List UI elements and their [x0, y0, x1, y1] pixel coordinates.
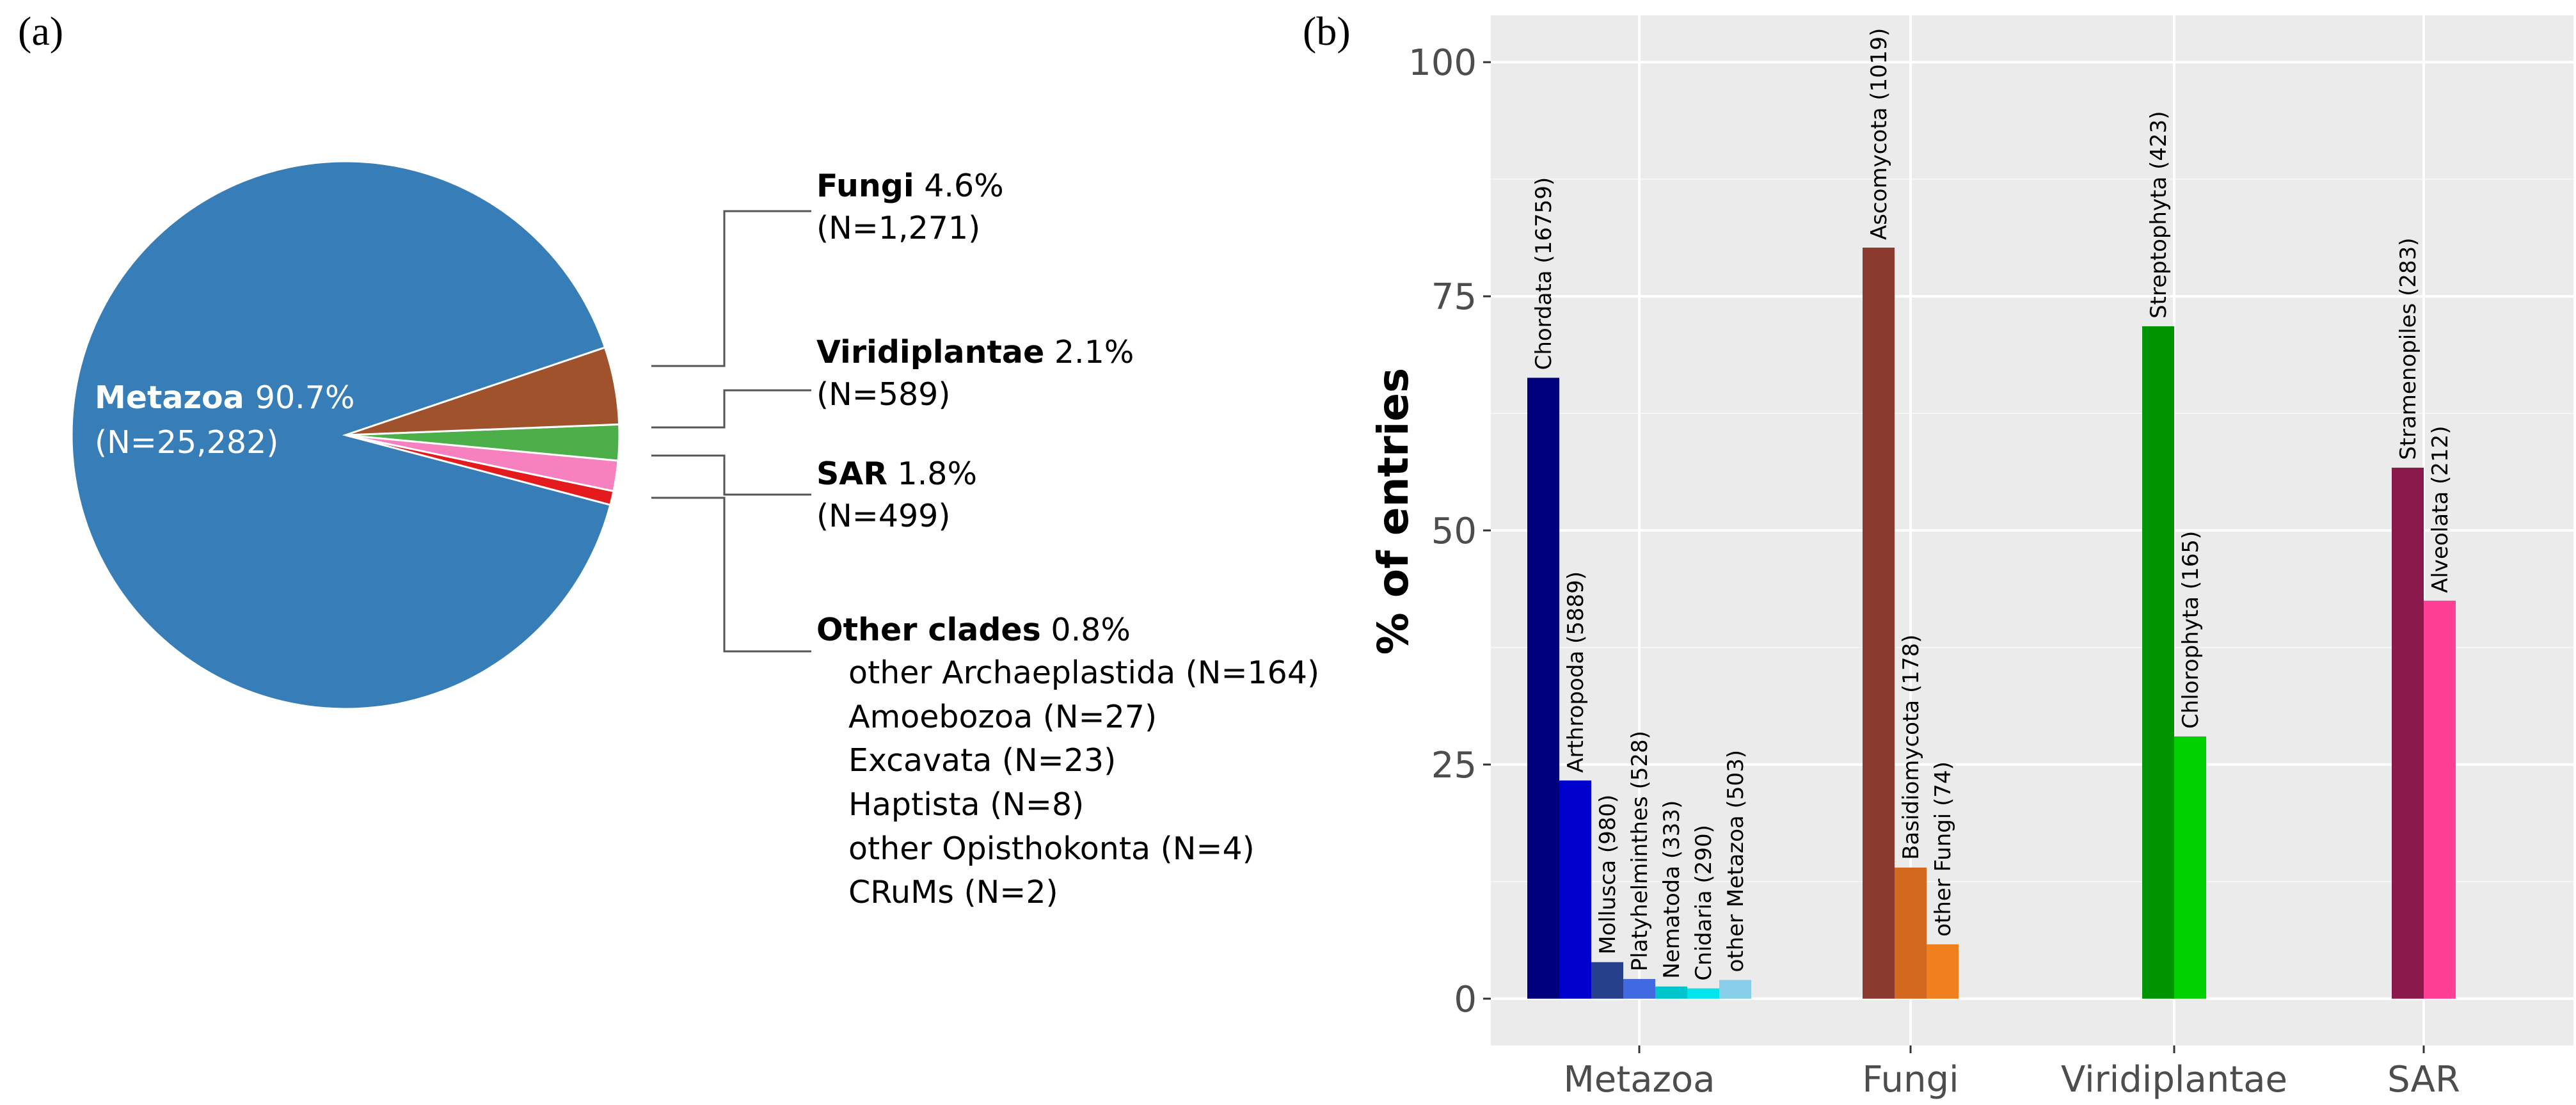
bar — [1687, 988, 1719, 999]
legend-viridiplantae-name: Viridiplantae — [816, 334, 1045, 370]
legend-sar: SAR 1.8% (N=499) — [816, 453, 977, 537]
bar-label: Chordata (16759) — [1531, 177, 1557, 370]
x-tick-label: Fungi — [1862, 1059, 1959, 1101]
legend-fungi-name: Fungi — [816, 168, 914, 204]
bar-label: Cnidaria (290) — [1691, 825, 1717, 981]
x-tick-label: Metazoa — [1563, 1059, 1715, 1101]
bar-label: Chlorophyta (165) — [2178, 531, 2204, 729]
pie-slice-metazoa — [70, 160, 612, 710]
other-clade-item: CRuMs (N=2) — [848, 874, 1058, 911]
other-clade-item: Haptista (N=8) — [848, 786, 1085, 823]
legend-fungi-pct: 4.6% — [924, 168, 1004, 204]
bar-label: Platyhelminthes (528) — [1627, 731, 1653, 971]
bar-label: Streptophyta (423) — [2146, 111, 2172, 318]
bar — [1895, 867, 1927, 999]
bar — [1863, 247, 1895, 999]
bar — [2424, 600, 2456, 999]
y-tick-label: 50 — [1431, 511, 1477, 552]
other-clade-item: other Opisthokonta (N=4) — [848, 830, 1255, 867]
bar — [2174, 736, 2206, 999]
legend-sar-n: (N=499) — [816, 498, 951, 535]
pie-label-metazoa: Metazoa 90.7% — [95, 379, 354, 416]
legend-fungi-n: (N=1,271) — [816, 210, 981, 247]
bar-label: Basidiomycota (178) — [1898, 635, 1924, 860]
legend-viridiplantae-pct: 2.1% — [1054, 334, 1134, 370]
bar — [1527, 378, 1559, 999]
legend-other-pct: 0.8% — [1051, 612, 1131, 648]
leader-line-viridiplantae — [651, 389, 811, 429]
panel-label-b: (b) — [1303, 8, 1351, 54]
bar — [2142, 326, 2174, 999]
other-clade-item: Amoebozoa (N=27) — [848, 698, 1157, 735]
bar-label: Nematoda (333) — [1659, 800, 1685, 979]
x-tick-label: SAR — [2387, 1059, 2460, 1101]
legend-sar-pct: 1.8% — [897, 456, 978, 492]
legend-fungi: Fungi 4.6% (N=1,271) — [816, 165, 1004, 250]
y-tick-label: 0 — [1454, 979, 1477, 1021]
bar-label: other Metazoa (503) — [1723, 750, 1749, 973]
legend-viridiplantae: Viridiplantae 2.1% (N=589) — [816, 331, 1134, 416]
bar — [1591, 962, 1623, 999]
leader-line-fungi — [651, 210, 811, 367]
bar — [1655, 986, 1687, 999]
pie-chart: Metazoa 90.7% (N=25,282) — [70, 160, 811, 710]
legend-viridiplantae-n: (N=589) — [816, 376, 951, 413]
other-clade-item: other Archaeplastida (N=164) — [848, 655, 1320, 692]
leader-line-sar — [651, 454, 811, 496]
bar — [1559, 780, 1591, 999]
bar-label: Stramenopiles (283) — [2396, 237, 2421, 459]
other-clade-item: Excavata (N=23) — [848, 742, 1117, 779]
y-tick-label: 25 — [1431, 745, 1477, 786]
pie-slice-fungi — [345, 346, 621, 436]
legend-other-clades: Other clades 0.8% other Archaeplastida (… — [816, 609, 1319, 915]
x-tick-label: Viridiplantae — [2061, 1059, 2287, 1101]
bar-label: Alveolata (212) — [2428, 426, 2453, 593]
bar — [1927, 944, 1959, 999]
legend-sar-name: SAR — [816, 456, 887, 492]
bar-label: other Fungi (74) — [1930, 761, 1956, 937]
bar — [2392, 467, 2424, 999]
pie-label-metazoa-n: (N=25,282) — [95, 424, 278, 461]
legend-other-name: Other clades — [816, 612, 1041, 648]
y-tick-label: 100 — [1408, 42, 1477, 84]
bar-label: Mollusca (980) — [1595, 795, 1621, 955]
bar-chart: 0 25 50 75 100 % of entries Chordata (16759) Ar… — [1369, 15, 2573, 1101]
y-tick-label: 75 — [1431, 276, 1477, 318]
bar — [1719, 980, 1751, 999]
bar — [1623, 979, 1655, 999]
bar-label: Ascomycota (1019) — [1866, 28, 1892, 240]
bar-label: Arthropoda (5889) — [1563, 571, 1589, 773]
leader-line-other-clades — [651, 497, 811, 653]
y-axis-title: % of entries — [1369, 368, 1418, 655]
panel-label-a: (a) — [18, 8, 64, 54]
